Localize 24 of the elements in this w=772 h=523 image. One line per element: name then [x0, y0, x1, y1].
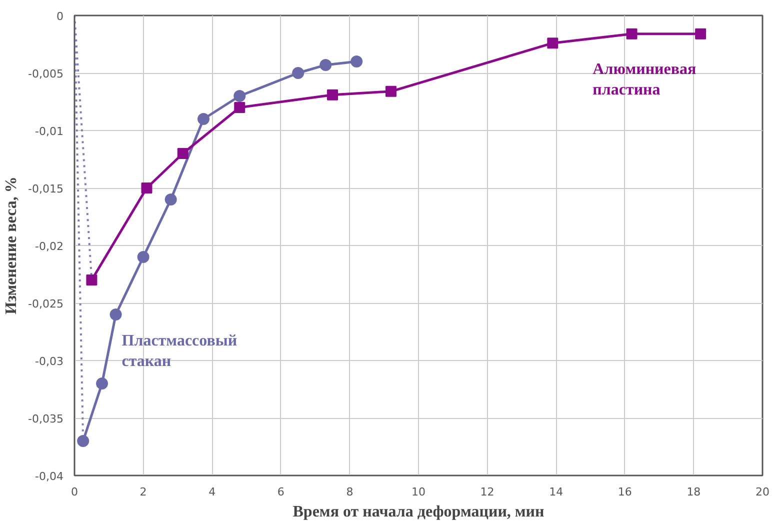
x-tick-label: 6 [277, 486, 284, 498]
x-tick-label: 14 [549, 486, 564, 498]
y-tick-label: -0,02 [35, 240, 64, 253]
x-tick-label: 0 [71, 486, 78, 498]
x-tick-label: 16 [618, 486, 632, 498]
y-axis-title: Изменение веса, % [3, 176, 20, 314]
y-tick-label: -0,01 [35, 125, 64, 138]
y-tick-label: -0,03 [35, 355, 64, 368]
x-tick-label: 18 [686, 486, 701, 498]
series-label: Алюминиевая пластина [592, 61, 697, 98]
y-tick-label: -0,04 [35, 470, 64, 483]
x-tick-label: 20 [756, 486, 770, 498]
x-tick-label: 12 [480, 486, 494, 498]
x-tick-label: 10 [412, 486, 426, 498]
y-tick-label: -0,015 [28, 182, 64, 196]
x-axis-title: Время от начала деформации, мин [292, 504, 544, 520]
series-label: Пластмассовый стакан [122, 332, 238, 370]
x-tick-label: 2 [140, 486, 147, 498]
y-tick-label: 0 [56, 10, 64, 23]
y-tick-label: -0,005 [28, 68, 64, 80]
x-tick-label: 8 [346, 486, 354, 498]
y-tick-label: -0,025 [28, 298, 64, 310]
x-tick-label: 4 [208, 486, 216, 498]
y-tick-label: -0,035 [28, 412, 64, 426]
